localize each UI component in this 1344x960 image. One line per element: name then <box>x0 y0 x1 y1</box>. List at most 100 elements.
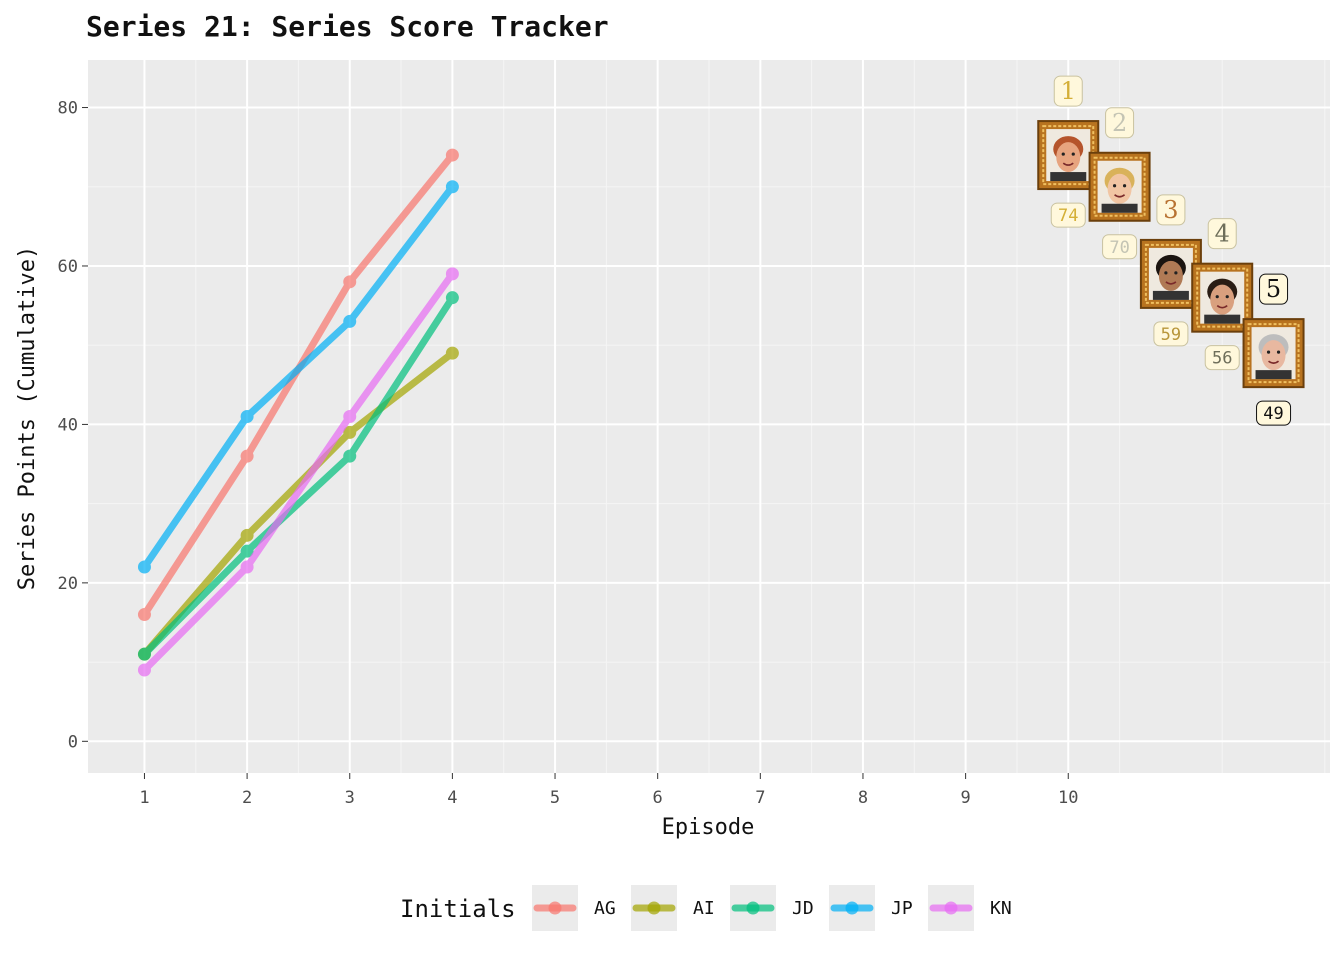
series-line-jd <box>140 294 456 658</box>
leader-entry: 5 49 <box>1242 273 1305 426</box>
portrait-eye <box>1112 184 1117 188</box>
portrait-face <box>1210 284 1235 315</box>
portrait-eye <box>1061 152 1065 156</box>
score-label-background <box>1256 400 1292 426</box>
portrait-frame-trim <box>1144 243 1197 304</box>
rank-label-box: 2 <box>1105 107 1135 139</box>
leader-entry: 2 70 <box>1088 107 1151 260</box>
portrait-mouth <box>1216 305 1228 309</box>
leader-entry: 1 74 <box>1037 75 1100 228</box>
series-line-kn <box>140 270 456 674</box>
score-label: 59 <box>1161 325 1181 345</box>
rank-label-background <box>1105 107 1135 139</box>
data-point-ag <box>137 608 151 622</box>
rank-label-background <box>1053 75 1083 107</box>
data-point-ag <box>240 449 254 463</box>
x-axis-title: Episode <box>662 815 755 840</box>
rank-label-box: 4 <box>1207 218 1237 250</box>
portrait-eye <box>1215 295 1219 299</box>
x-tick-label: 2 <box>242 788 252 808</box>
score-label: 49 <box>1263 404 1283 424</box>
data-point-kn <box>445 267 459 281</box>
y-tick-label: 0 <box>68 732 78 752</box>
portrait-mouth <box>1114 194 1126 198</box>
y-axis-title: Series Points (Cumulative) <box>15 246 40 590</box>
score-label-box: 70 <box>1102 234 1138 260</box>
score-label-box: 74 <box>1050 202 1086 228</box>
rank-label-background <box>1207 218 1237 250</box>
portrait-shoulders <box>1255 370 1292 380</box>
rank-label-background <box>1156 194 1186 226</box>
data-point-jp <box>445 180 459 194</box>
rank-label-box: 1 <box>1053 75 1083 107</box>
rank-label-box: 5 <box>1259 273 1289 305</box>
legend-item-jp: JP <box>829 885 913 931</box>
legend-key-point <box>944 901 958 915</box>
rank-label: 3 <box>1163 196 1178 224</box>
score-label-background <box>1153 321 1189 347</box>
x-tick-label: 10 <box>1058 788 1078 808</box>
x-tick-label: 1 <box>139 788 149 808</box>
portrait-eye <box>1071 152 1075 156</box>
x-tick-label: 7 <box>755 788 765 808</box>
series-kn <box>137 267 459 677</box>
leader-entry: 4 56 <box>1191 218 1254 371</box>
legend-label: AG <box>594 898 616 919</box>
rank-label-background <box>1259 273 1289 305</box>
data-point-jd <box>137 647 151 661</box>
score-label: 70 <box>1109 238 1129 258</box>
legend-key-point <box>548 901 562 915</box>
data-point-jp <box>343 314 357 328</box>
series-ai <box>137 346 459 661</box>
data-point-ai <box>445 346 459 360</box>
rank-label: 4 <box>1215 220 1230 248</box>
score-label-background <box>1204 345 1240 371</box>
legend-label: AI <box>693 898 715 919</box>
series-line-jp <box>140 183 456 571</box>
portrait-mouth <box>1165 281 1177 285</box>
x-tick-label: 9 <box>960 788 970 808</box>
x-tick-label: 3 <box>345 788 355 808</box>
legend-item-ai: AI <box>631 885 715 931</box>
portrait-face <box>1107 173 1132 204</box>
score-label-background <box>1050 202 1086 228</box>
data-point-ai <box>240 528 254 542</box>
data-point-kn <box>343 410 357 423</box>
score-label-background <box>1102 234 1138 260</box>
score-label: 56 <box>1212 349 1232 369</box>
x-tick-label: 4 <box>447 788 457 808</box>
portrait-face <box>1158 260 1183 291</box>
data-point-ag <box>445 148 459 162</box>
data-point-jd <box>343 449 357 463</box>
data-point-kn <box>137 663 151 677</box>
data-point-jp <box>240 410 254 423</box>
data-point-ag <box>343 275 357 289</box>
y-tick-label: 40 <box>58 415 78 435</box>
data-point-jd <box>240 544 254 558</box>
y-tick-label: 20 <box>58 574 78 594</box>
legend-label: JD <box>792 898 814 919</box>
data-point-jp <box>137 560 151 574</box>
legend: Initials AG AI JD JP KN <box>400 885 1012 931</box>
portrait-shoulders <box>1152 290 1189 300</box>
series-line-ai <box>140 349 456 658</box>
x-tick-label: 6 <box>653 788 663 808</box>
series-jp <box>137 180 459 574</box>
rank-label: 1 <box>1061 77 1076 105</box>
data-point-kn <box>240 560 254 574</box>
portrait-mouth <box>1062 162 1074 166</box>
score-label-box: 49 <box>1256 400 1292 426</box>
legend-label: JP <box>891 898 913 919</box>
x-axis: 1 2 3 4 5 6 7 8 9 10 <box>139 773 1078 808</box>
score-label: 74 <box>1058 206 1078 226</box>
legend-key-point <box>746 901 760 915</box>
legend-key-point <box>647 901 661 915</box>
rank-label: 5 <box>1266 275 1281 303</box>
legend-key-point <box>845 901 859 915</box>
portrait-eye <box>1174 271 1178 275</box>
portrait-shoulders <box>1101 203 1138 213</box>
portrait-face <box>1261 340 1286 371</box>
score-label-box: 59 <box>1153 321 1189 347</box>
y-tick-label: 60 <box>58 257 78 277</box>
